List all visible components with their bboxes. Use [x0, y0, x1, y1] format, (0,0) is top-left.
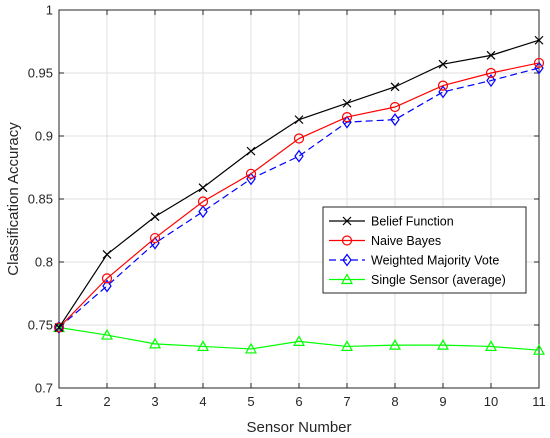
- y-tick-label: 0.95: [28, 66, 53, 81]
- data-point: [198, 183, 208, 193]
- data-point: [485, 67, 497, 79]
- data-point: [54, 323, 64, 332]
- data-point: [389, 101, 401, 113]
- data-point: [436, 338, 450, 350]
- x-tick-label: 8: [391, 394, 398, 409]
- legend-marker: [342, 216, 352, 226]
- data-point: [534, 35, 544, 45]
- x-tick-label: 7: [343, 394, 350, 409]
- grid-lines: [58, 9, 540, 389]
- data-point: [342, 98, 352, 108]
- legend-label: Naive Bayes: [371, 234, 441, 248]
- legend-label: Single Sensor (average): [371, 273, 506, 287]
- data-point: [149, 232, 161, 244]
- x-axis-label: Sensor Number: [246, 419, 351, 436]
- legend-item: Single Sensor (average): [329, 273, 506, 287]
- x-tick-label: 3: [151, 394, 158, 409]
- data-point: [101, 273, 113, 284]
- data-point: [198, 205, 208, 219]
- data-point: [438, 85, 448, 99]
- data-point: [245, 168, 257, 179]
- legend-marker: [341, 235, 353, 246]
- y-tick-label: 0.8: [35, 255, 53, 270]
- x-tick-label: 1: [55, 394, 62, 409]
- data-point: [246, 146, 256, 156]
- series-line: [58, 62, 540, 328]
- data-point: [197, 196, 209, 207]
- y-tick-label: 0.7: [35, 381, 53, 396]
- data-point: [486, 50, 496, 60]
- axis-ticks: 1 2 3 4 5 6 7 8 9 10 11 0.7 0.75 0.8 0.85 0.9 0.95 1: [28, 3, 546, 410]
- data-point: [388, 338, 402, 350]
- series-belief-function: [54, 35, 544, 332]
- legend-item: Naive Bayes: [329, 234, 441, 248]
- data-point: [196, 340, 210, 352]
- legend-marker: [340, 273, 354, 285]
- x-tick-label: 11: [532, 394, 546, 409]
- series-single-sensor-average: [52, 321, 546, 355]
- x-tick-label: 9: [439, 394, 446, 409]
- data-point: [292, 335, 306, 346]
- data-point: [533, 57, 545, 69]
- data-point: [390, 113, 400, 127]
- data-point: [294, 149, 304, 163]
- data-point: [438, 59, 448, 69]
- legend: Belief Function Naive Bayes Weighted Major…: [322, 206, 527, 294]
- data-point: [102, 279, 112, 293]
- data-point: [244, 342, 258, 354]
- legend-item: Belief Function: [329, 215, 454, 229]
- x-tick-label: 10: [484, 394, 498, 409]
- data-point: [437, 80, 449, 91]
- series-naive-bayes: [53, 57, 545, 333]
- data-point: [340, 340, 354, 352]
- y-tick-label: 0.9: [35, 129, 53, 144]
- data-point: [150, 212, 160, 222]
- legend-marker: [342, 253, 352, 267]
- data-point: [100, 328, 114, 340]
- series-line: [58, 67, 540, 328]
- x-tick-label: 2: [103, 394, 110, 409]
- data-point: [341, 111, 353, 123]
- data-point: [148, 337, 162, 349]
- series-line: [58, 326, 540, 351]
- x-tick-label: 4: [199, 394, 206, 409]
- y-tick-label: 1: [46, 3, 53, 18]
- legend-label: Belief Function: [371, 215, 454, 229]
- legend-item: Weighted Majority Vote: [329, 253, 499, 268]
- y-axis-label: Classification Accuracy: [5, 122, 22, 276]
- data-point: [390, 82, 400, 92]
- x-tick-label: 5: [247, 394, 254, 409]
- x-tick-label: 6: [295, 394, 302, 409]
- legend-label: Weighted Majority Vote: [371, 254, 499, 268]
- data-point: [293, 133, 305, 144]
- data-point: [294, 115, 304, 125]
- data-point: [486, 74, 496, 88]
- data-point: [102, 250, 112, 259]
- data-point: [53, 322, 65, 333]
- data-point: [484, 340, 498, 352]
- y-tick-label: 0.85: [28, 192, 53, 207]
- y-tick-label: 0.75: [28, 318, 53, 333]
- series-layer: [52, 35, 546, 355]
- data-point: [532, 343, 546, 355]
